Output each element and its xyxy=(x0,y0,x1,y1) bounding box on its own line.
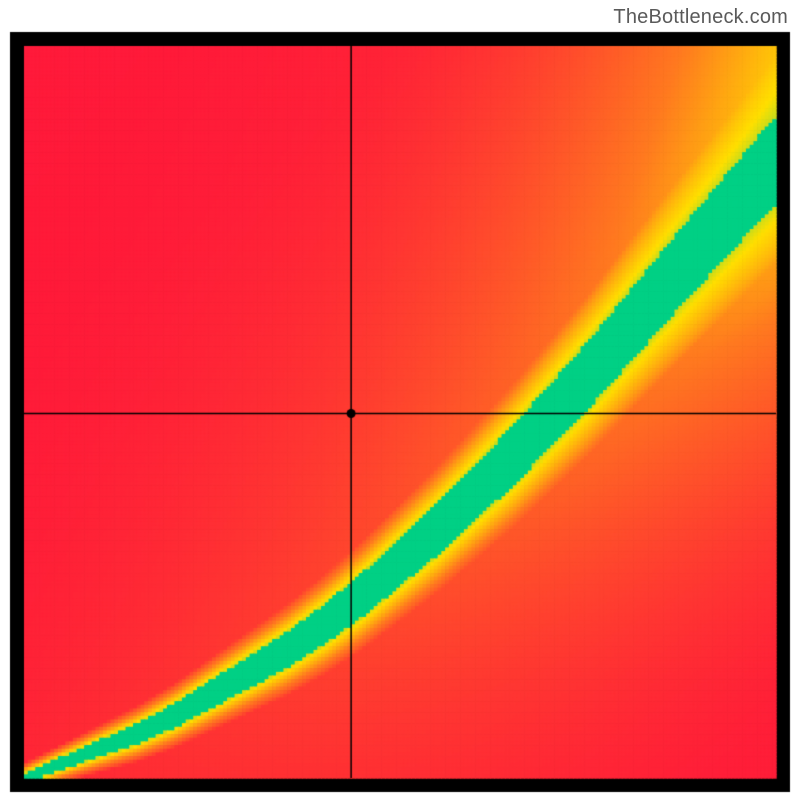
watermark-text: TheBottleneck.com xyxy=(613,6,788,29)
bottleneck-heatmap xyxy=(0,0,800,800)
